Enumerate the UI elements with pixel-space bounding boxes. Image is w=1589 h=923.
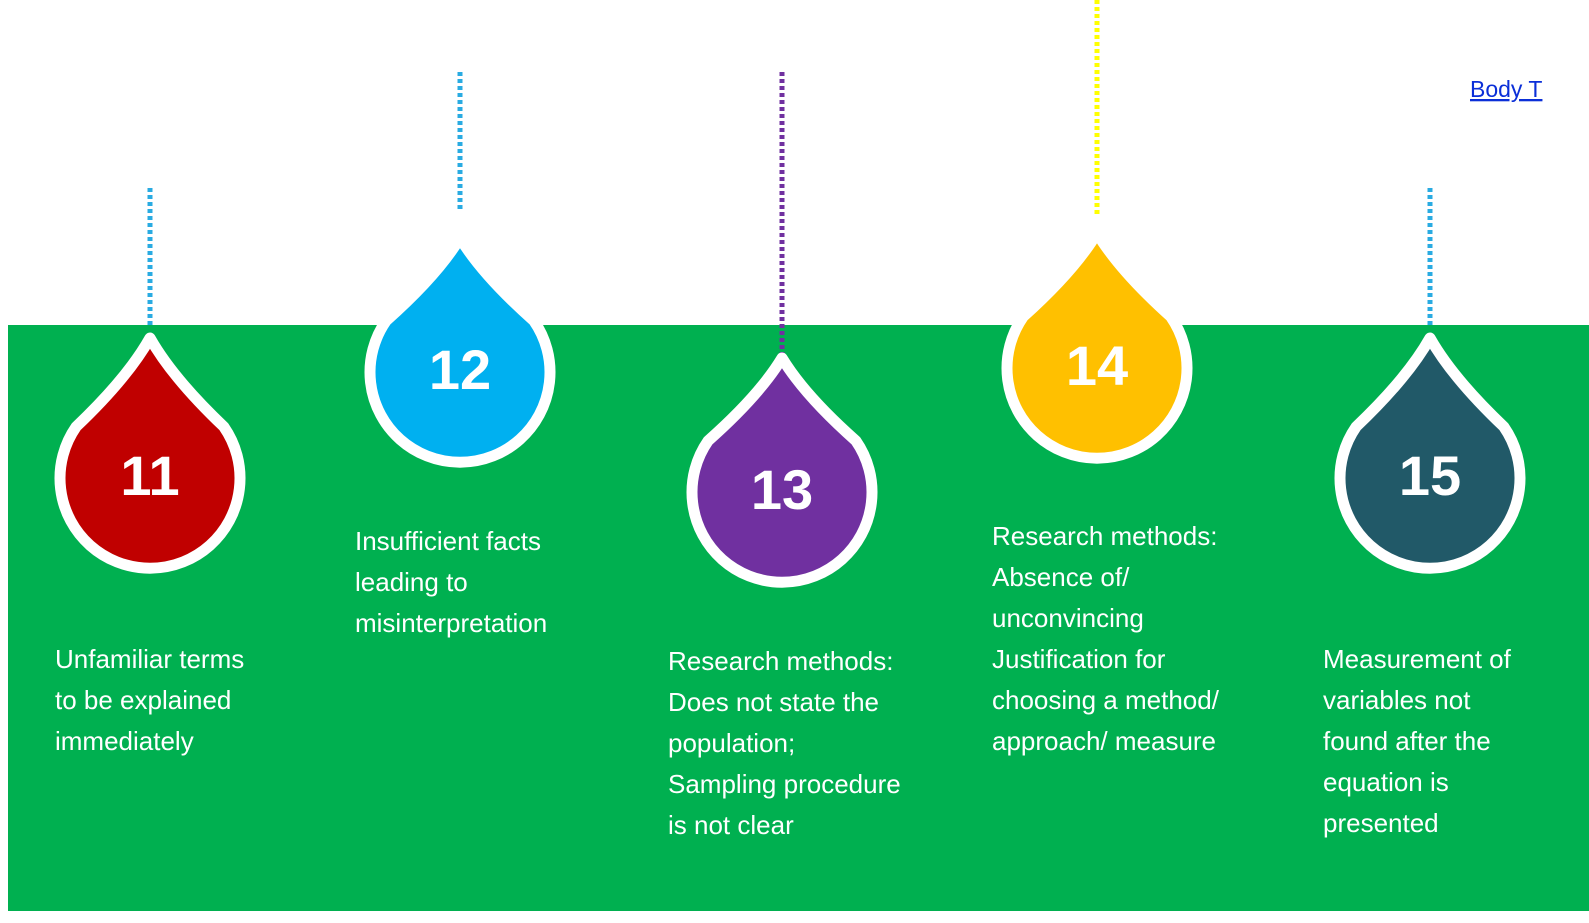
item-text: Unfamiliar terms bbox=[55, 644, 244, 674]
item-text: choosing a method/ bbox=[992, 685, 1220, 715]
connectors bbox=[147, 0, 1433, 355]
item-text: to be explained bbox=[55, 685, 231, 715]
item-text: Does not state the bbox=[668, 687, 879, 717]
item-text: equation is bbox=[1323, 767, 1449, 797]
item-text: immediately bbox=[55, 726, 194, 756]
item-text: misinterpretation bbox=[355, 608, 547, 638]
item-text: Justification for bbox=[992, 644, 1166, 674]
drop-number: 11 bbox=[120, 444, 179, 507]
item-text: population; bbox=[668, 728, 795, 758]
item-text: variables not bbox=[1323, 685, 1471, 715]
item-text: unconvincing bbox=[992, 603, 1144, 633]
drop-number: 13 bbox=[751, 458, 813, 521]
item-text: Research methods: bbox=[992, 521, 1217, 551]
item-text: is not clear bbox=[668, 810, 794, 840]
drop-number: 12 bbox=[429, 338, 491, 401]
drop-number: 15 bbox=[1399, 444, 1461, 507]
item-text: Measurement of bbox=[1323, 644, 1512, 674]
item-text: Research methods: bbox=[668, 646, 893, 676]
drops: 11 Unfamiliar terms to be explained immedia… bbox=[54, 227, 1526, 840]
item-text: Sampling procedure bbox=[668, 769, 901, 799]
drop bbox=[364, 232, 556, 468]
drop bbox=[54, 332, 246, 574]
link[interactable]: Body T bbox=[1470, 76, 1542, 102]
item-text: Insufficient facts bbox=[355, 526, 541, 556]
item-text: approach/ measure bbox=[992, 726, 1216, 756]
drop-number: 14 bbox=[1066, 334, 1128, 397]
item-text: Absence of/ bbox=[992, 562, 1130, 592]
drop bbox=[686, 352, 878, 588]
item-text: found after the bbox=[1323, 726, 1491, 756]
drop bbox=[1001, 227, 1193, 464]
item-text: presented bbox=[1323, 808, 1439, 838]
drop bbox=[1334, 332, 1526, 574]
item-text: leading to bbox=[355, 567, 468, 597]
